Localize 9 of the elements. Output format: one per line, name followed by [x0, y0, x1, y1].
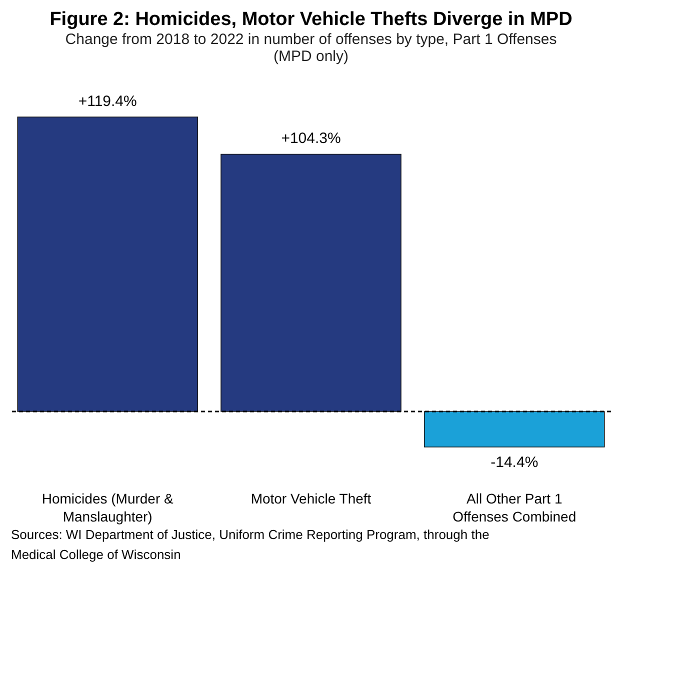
data-label: +104.3%	[281, 130, 341, 148]
data-label: +119.4%	[78, 93, 137, 110]
source-note: Sources: WI Department of Justice, Uniform Crime Reporting Program, through the Medical College of Wisconsin	[11, 527, 490, 562]
x-tick-label: Homicides (Murder & Manslaughter)	[42, 490, 174, 524]
chart-subtitle: Change from 2018 to 2022 in number of offenses by type, Part 1 Offenses (MPD only)	[65, 31, 557, 65]
x-tick-label: All Other Part 1 Offenses Combined	[452, 490, 576, 524]
data-label: -14.4%	[490, 454, 538, 471]
x-tick-label: Motor Vehicle Theft	[250, 490, 372, 506]
chart-title: Figure 2: Homicides, Motor Vehicle Thefts Diverge in MPD	[50, 9, 572, 30]
